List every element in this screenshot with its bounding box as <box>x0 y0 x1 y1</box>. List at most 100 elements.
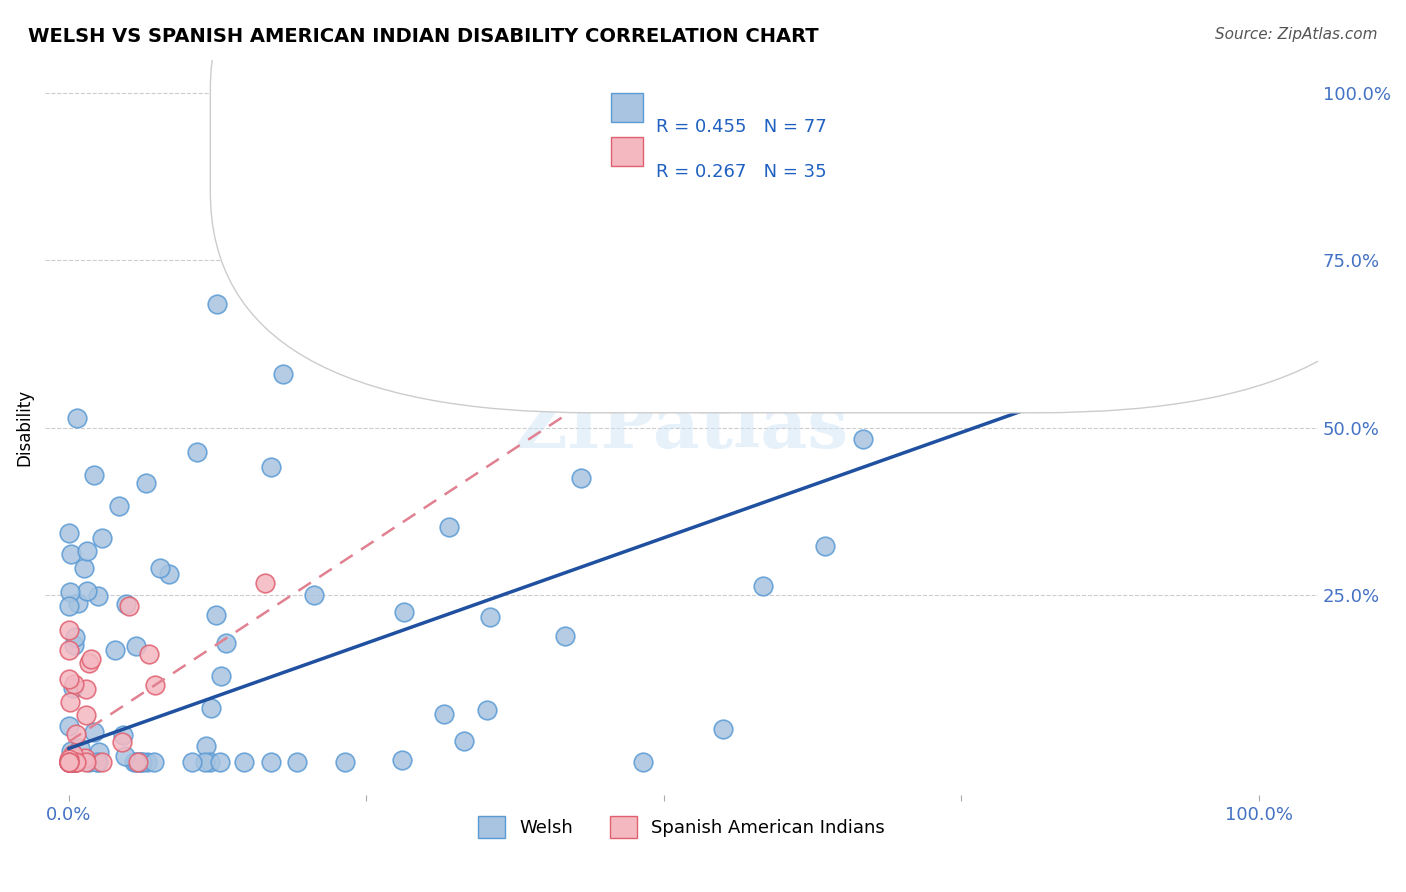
Point <box>125 639 148 653</box>
Point <box>131 755 153 769</box>
Point <box>62 677 84 691</box>
Point <box>181 755 204 769</box>
Point <box>194 755 217 769</box>
Point <box>474 273 496 287</box>
Point <box>392 605 415 619</box>
Point <box>80 652 103 666</box>
Point <box>89 745 111 759</box>
Bar <box>612 136 644 166</box>
Point <box>75 755 97 769</box>
Point <box>75 681 97 696</box>
Point <box>62 638 84 652</box>
Point <box>58 755 80 769</box>
Point <box>208 755 231 769</box>
Text: WELSH VS SPANISH AMERICAN INDIAN DISABILITY CORRELATION CHART: WELSH VS SPANISH AMERICAN INDIAN DISABIL… <box>28 27 818 45</box>
Point <box>65 755 87 769</box>
Point <box>260 755 283 769</box>
Point <box>260 460 283 475</box>
Point <box>118 599 141 614</box>
Point <box>110 735 132 749</box>
Point <box>415 206 437 220</box>
Point <box>59 695 82 709</box>
Legend: Welsh, Spanish American Indians: Welsh, Spanish American Indians <box>471 809 891 846</box>
Point <box>60 755 83 769</box>
Point <box>77 755 100 769</box>
Point <box>104 643 127 657</box>
Point <box>60 755 83 769</box>
Point <box>209 669 232 683</box>
Point <box>83 468 105 483</box>
Bar <box>612 93 644 122</box>
Point <box>391 753 413 767</box>
Point <box>75 751 97 765</box>
Point <box>75 707 97 722</box>
Point <box>200 755 222 769</box>
Point <box>65 631 87 645</box>
Point <box>143 678 166 692</box>
Point <box>58 755 80 769</box>
Point <box>62 747 84 761</box>
Point <box>271 367 294 381</box>
Point <box>215 636 238 650</box>
Point <box>200 701 222 715</box>
Point <box>58 623 80 637</box>
Point <box>58 755 80 769</box>
Point <box>59 585 82 599</box>
Point <box>58 755 80 769</box>
Point <box>129 755 152 769</box>
Point <box>437 520 460 534</box>
Text: ZIPatlas: ZIPatlas <box>515 392 849 463</box>
FancyBboxPatch shape <box>211 0 1406 413</box>
Text: R = 0.267   N = 35: R = 0.267 N = 35 <box>657 162 827 180</box>
Point <box>90 755 112 769</box>
Point <box>58 599 80 613</box>
Point <box>333 755 356 769</box>
Point <box>205 607 228 622</box>
Point <box>416 347 439 361</box>
Point <box>114 597 136 611</box>
Point <box>127 755 149 769</box>
Point <box>233 755 256 769</box>
Point <box>135 755 157 769</box>
Point <box>453 733 475 747</box>
Point <box>138 647 160 661</box>
Point <box>58 755 80 769</box>
Point <box>66 596 89 610</box>
Point <box>58 718 80 732</box>
Point <box>135 475 157 490</box>
Point <box>433 707 456 722</box>
Point <box>63 755 86 769</box>
Point <box>143 755 166 769</box>
Point <box>58 643 80 657</box>
Point <box>65 411 87 425</box>
Point <box>157 566 180 581</box>
Point <box>58 755 80 769</box>
Point <box>711 722 734 736</box>
Point <box>58 526 80 541</box>
Point <box>65 755 87 769</box>
Point <box>73 560 96 574</box>
Text: R = 0.455   N = 77: R = 0.455 N = 77 <box>657 119 827 136</box>
Point <box>58 755 80 769</box>
Point <box>631 755 654 769</box>
Y-axis label: Disability: Disability <box>15 389 32 466</box>
Point <box>58 755 80 769</box>
Point <box>62 681 84 696</box>
Point <box>58 752 80 766</box>
Point <box>87 755 110 769</box>
Point <box>59 744 82 758</box>
Point <box>569 471 592 485</box>
Point <box>554 629 576 643</box>
Point <box>186 444 208 458</box>
Text: Source: ZipAtlas.com: Source: ZipAtlas.com <box>1215 27 1378 42</box>
Point <box>205 297 228 311</box>
Point <box>479 610 502 624</box>
Point <box>111 729 134 743</box>
Point <box>60 755 83 769</box>
Point <box>254 576 277 591</box>
Point <box>76 544 98 558</box>
Point <box>77 656 100 670</box>
Point <box>852 433 875 447</box>
Point <box>304 588 326 602</box>
Point <box>599 239 621 253</box>
